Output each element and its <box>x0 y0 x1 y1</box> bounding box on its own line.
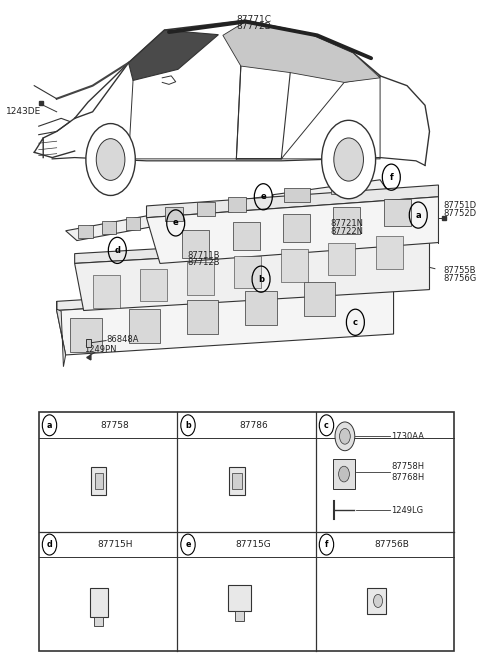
Bar <box>331 179 358 194</box>
Text: 87712B: 87712B <box>187 258 219 267</box>
Bar <box>233 222 260 250</box>
Bar <box>182 230 209 257</box>
Text: 87756B: 87756B <box>374 540 409 549</box>
Polygon shape <box>146 185 438 217</box>
Polygon shape <box>90 588 108 617</box>
Polygon shape <box>232 472 242 489</box>
Polygon shape <box>228 585 251 610</box>
Text: 87756G: 87756G <box>443 274 476 283</box>
Text: 1730AA: 1730AA <box>391 432 424 441</box>
Bar <box>78 225 93 238</box>
Text: 87711B: 87711B <box>187 250 219 259</box>
Text: c: c <box>324 421 329 430</box>
Text: 87752D: 87752D <box>443 209 476 217</box>
Text: 87721N: 87721N <box>331 219 364 228</box>
Bar <box>39 413 454 651</box>
Text: b: b <box>185 421 191 430</box>
Bar <box>187 300 218 334</box>
Circle shape <box>339 428 350 444</box>
Polygon shape <box>146 196 438 263</box>
Bar <box>187 262 214 295</box>
Polygon shape <box>223 22 380 83</box>
Text: 1249PN: 1249PN <box>84 345 116 354</box>
Polygon shape <box>95 472 103 489</box>
Text: 87715G: 87715G <box>236 540 271 549</box>
Text: d: d <box>114 246 120 255</box>
Circle shape <box>334 138 363 181</box>
Polygon shape <box>129 30 218 81</box>
Polygon shape <box>66 215 162 240</box>
Text: 87722N: 87722N <box>331 227 364 236</box>
Text: 87755B: 87755B <box>443 266 476 275</box>
Bar <box>228 197 246 212</box>
Text: 86848A: 86848A <box>106 335 139 344</box>
Text: f: f <box>325 540 328 549</box>
Text: e: e <box>185 540 191 549</box>
Text: b: b <box>258 274 264 284</box>
Polygon shape <box>91 467 106 495</box>
Text: 87772B: 87772B <box>236 22 271 31</box>
Polygon shape <box>94 617 103 626</box>
Bar <box>140 269 167 301</box>
Bar <box>93 275 120 308</box>
Text: 87771C: 87771C <box>236 14 271 24</box>
Bar <box>197 202 215 216</box>
Text: 87768H: 87768H <box>391 473 424 482</box>
Bar <box>102 221 117 234</box>
Text: d: d <box>47 540 52 549</box>
Polygon shape <box>75 233 430 263</box>
Circle shape <box>86 124 135 195</box>
Bar <box>334 206 360 234</box>
Text: 87786: 87786 <box>239 421 268 430</box>
Bar <box>86 339 91 347</box>
Text: 87758H: 87758H <box>391 462 424 472</box>
Bar <box>284 187 311 202</box>
Bar <box>129 309 160 343</box>
Bar <box>126 217 140 230</box>
Circle shape <box>373 594 383 607</box>
Bar <box>328 242 355 275</box>
Polygon shape <box>367 588 386 614</box>
Text: 1249LG: 1249LG <box>391 506 423 515</box>
Bar <box>375 236 403 269</box>
Text: a: a <box>47 421 52 430</box>
Circle shape <box>335 422 355 451</box>
Text: a: a <box>416 210 421 219</box>
Text: 87715H: 87715H <box>97 540 132 549</box>
Text: e: e <box>173 218 179 227</box>
Bar <box>234 255 261 288</box>
Polygon shape <box>229 467 245 495</box>
Bar <box>333 459 355 489</box>
Text: f: f <box>389 173 393 181</box>
Bar <box>304 282 335 316</box>
Polygon shape <box>57 290 394 355</box>
Polygon shape <box>57 280 394 310</box>
Text: 87758: 87758 <box>100 421 129 430</box>
Bar <box>281 249 308 282</box>
Polygon shape <box>235 610 244 620</box>
Text: e: e <box>261 193 266 201</box>
Text: c: c <box>353 318 358 327</box>
Circle shape <box>96 139 125 180</box>
Circle shape <box>338 466 349 482</box>
Text: 1243DE: 1243DE <box>6 107 41 117</box>
Circle shape <box>322 121 375 198</box>
Bar <box>70 318 102 352</box>
Polygon shape <box>272 179 387 204</box>
Bar <box>384 198 410 226</box>
Polygon shape <box>156 196 270 223</box>
Polygon shape <box>57 301 66 367</box>
Bar <box>166 206 183 221</box>
Text: 87751D: 87751D <box>443 201 476 210</box>
Bar <box>283 214 310 242</box>
Bar <box>245 291 277 325</box>
Polygon shape <box>75 242 430 310</box>
